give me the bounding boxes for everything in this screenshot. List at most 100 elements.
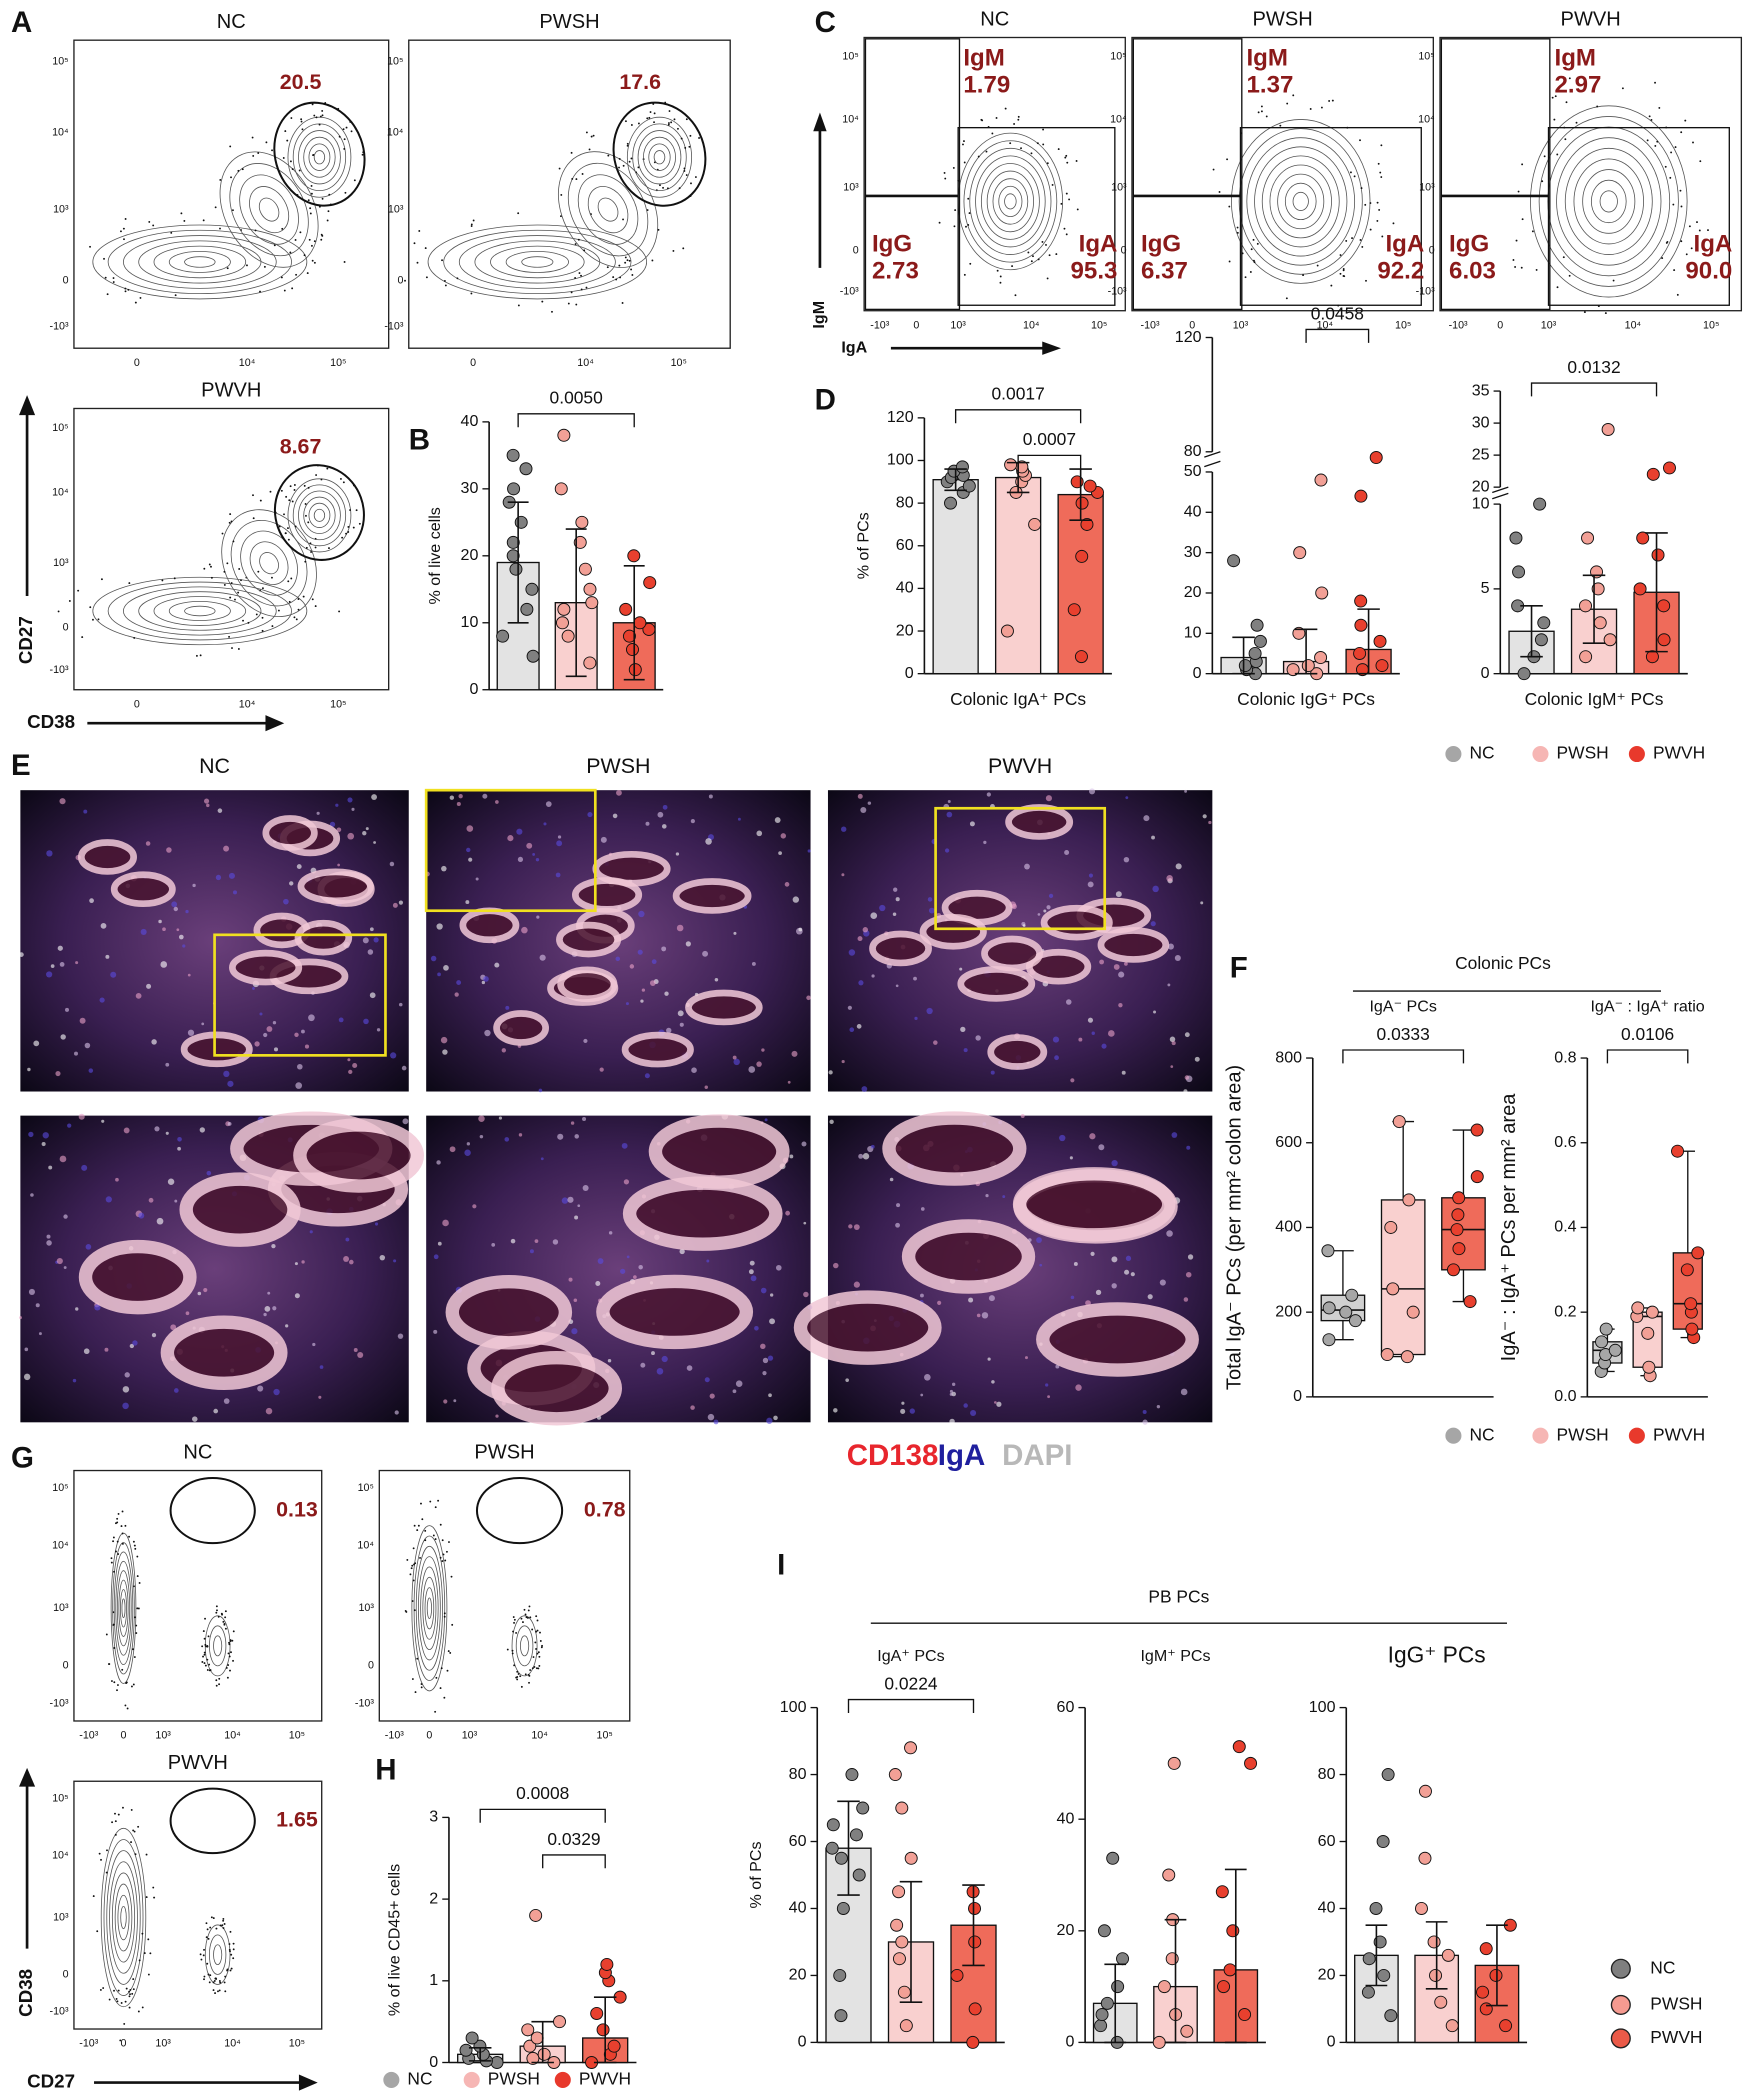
cell-speck [789, 1154, 794, 1159]
data-point [1429, 1968, 1443, 1982]
event-dot [271, 149, 273, 152]
data-point [465, 2031, 479, 2045]
event-dot [117, 1813, 120, 1816]
event-dot [133, 1830, 136, 1833]
y-tick-label: 20 [789, 1966, 807, 1984]
data-point [526, 649, 540, 663]
data-point [573, 535, 587, 549]
cell-speck [84, 1042, 91, 1049]
cell-speck [986, 792, 991, 797]
cell-speck [46, 850, 53, 857]
gate [612, 101, 707, 207]
cell-speck [1113, 964, 1120, 970]
event-dot [1236, 231, 1239, 234]
data-point [1075, 549, 1089, 563]
gate [1440, 38, 1551, 311]
event-dot [217, 1990, 219, 1993]
event-dot [575, 178, 578, 181]
cell-speck [920, 1207, 925, 1211]
data-point [1662, 461, 1676, 475]
cell-speck [146, 983, 152, 989]
event-dot [203, 567, 206, 570]
data-point [1651, 548, 1665, 562]
event-dot [152, 1886, 155, 1889]
event-dot [229, 596, 232, 599]
event-dot [298, 169, 301, 172]
cell-speck [1151, 835, 1155, 840]
cell-speck [227, 1121, 232, 1126]
cell-speck [1087, 1017, 1094, 1023]
contour [474, 240, 601, 284]
event-dot [622, 218, 624, 221]
event-dot [999, 281, 1002, 284]
crypt [294, 919, 353, 956]
gate-name: IgG [1449, 231, 1489, 258]
data-point [1162, 1868, 1176, 1882]
cell-speck [337, 863, 340, 867]
event-dot [224, 1990, 227, 1993]
cell-speck [1011, 903, 1017, 910]
y-tick-label: 25 [1472, 445, 1490, 463]
event-dot [206, 1928, 209, 1931]
cell-speck [769, 1318, 776, 1325]
event-dot [114, 1833, 117, 1836]
event-dot [1556, 153, 1559, 156]
cell-speck [176, 928, 180, 932]
event-dot [252, 494, 254, 497]
arrow-head [19, 1767, 36, 1787]
event-dot [516, 1676, 519, 1678]
cell-speck [312, 1342, 316, 1347]
event-dot [170, 231, 173, 234]
cell-speck [30, 1193, 34, 1197]
data-point [1384, 2009, 1398, 2023]
event-dot [683, 170, 686, 172]
event-dot [413, 242, 416, 245]
contour [287, 116, 352, 198]
event-dot [404, 279, 406, 282]
cell-speck [466, 847, 471, 853]
event-dot [432, 1534, 435, 1537]
cell-speck [944, 848, 950, 853]
event-dot [145, 1896, 148, 1899]
event-dot [412, 1579, 415, 1582]
event-dot [117, 1553, 120, 1555]
cell-speck [732, 1389, 737, 1394]
event-dot [212, 1981, 215, 1984]
event-dot [112, 1540, 115, 1543]
cell-speck [975, 1035, 981, 1041]
event-dot [1228, 260, 1231, 263]
p-value: 0.0333 [1377, 1024, 1430, 1044]
cell-speck [1088, 873, 1094, 878]
cell-speck [392, 902, 398, 908]
cell-speck [203, 1287, 208, 1293]
cell-speck [574, 1134, 579, 1139]
data-point [1165, 1952, 1179, 1966]
data-point [1400, 1350, 1414, 1364]
contour [208, 1934, 227, 1975]
event-dot [289, 485, 292, 488]
event-dot [121, 1510, 124, 1513]
event-dot [222, 1620, 225, 1623]
event-dot [134, 1616, 136, 1619]
legend-label: PWSH [1557, 743, 1609, 763]
event-dot [667, 122, 670, 124]
event-dot [57, 610, 60, 613]
flow-frame [73, 407, 390, 691]
data-point [1377, 1968, 1391, 1982]
cell-speck [803, 1291, 809, 1298]
event-dot [127, 288, 130, 291]
data-point [1406, 1305, 1420, 1319]
event-dot [89, 606, 92, 609]
event-dot [352, 526, 355, 529]
y-axis-label: Total IgA⁻ PCs (per mm² colon area) [1223, 1065, 1245, 1390]
event-dot [443, 1612, 446, 1615]
y-tick-label: 60 [1318, 1832, 1336, 1850]
panel-letter: D [815, 384, 836, 417]
event-dot [229, 513, 232, 516]
event-dot [618, 264, 621, 267]
cell-speck [132, 1340, 138, 1346]
event-dot [132, 1829, 135, 1832]
event-dot [1046, 277, 1049, 280]
event-dot [204, 1664, 207, 1667]
event-dot [606, 266, 609, 269]
